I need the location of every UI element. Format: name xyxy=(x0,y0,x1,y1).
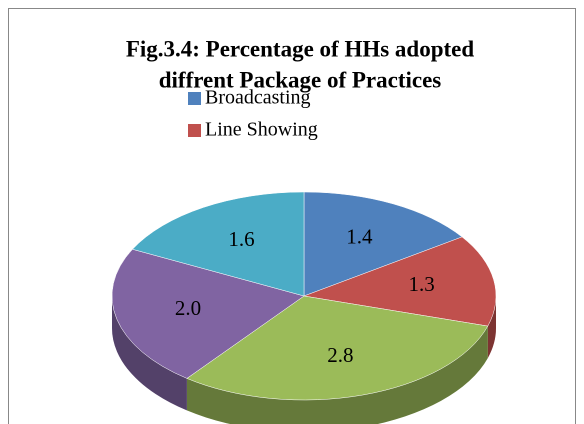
legend-swatch xyxy=(188,124,201,137)
data-label: 1.6 xyxy=(228,227,254,251)
slice xyxy=(111,248,305,379)
slice-side xyxy=(186,326,488,424)
chart-title: Fig.3.4: Percentage of HHs adopted xyxy=(126,36,475,61)
legend-label: Broadcasting xyxy=(205,87,311,109)
slice-side xyxy=(112,296,187,411)
slice-side-shade xyxy=(112,296,187,411)
data-label: 1.4 xyxy=(346,225,373,249)
slice xyxy=(132,191,305,297)
data-label: 1.3 xyxy=(408,272,434,296)
data-label: 2.8 xyxy=(327,343,353,367)
slice xyxy=(186,295,489,401)
legend-label: Line Showing xyxy=(205,119,318,141)
data-label: 2.0 xyxy=(175,296,201,320)
slice-side-shade xyxy=(186,326,488,424)
slice xyxy=(303,191,463,297)
legend-swatch xyxy=(188,92,201,105)
chart-title: diffrent Package of Practices xyxy=(159,67,442,92)
